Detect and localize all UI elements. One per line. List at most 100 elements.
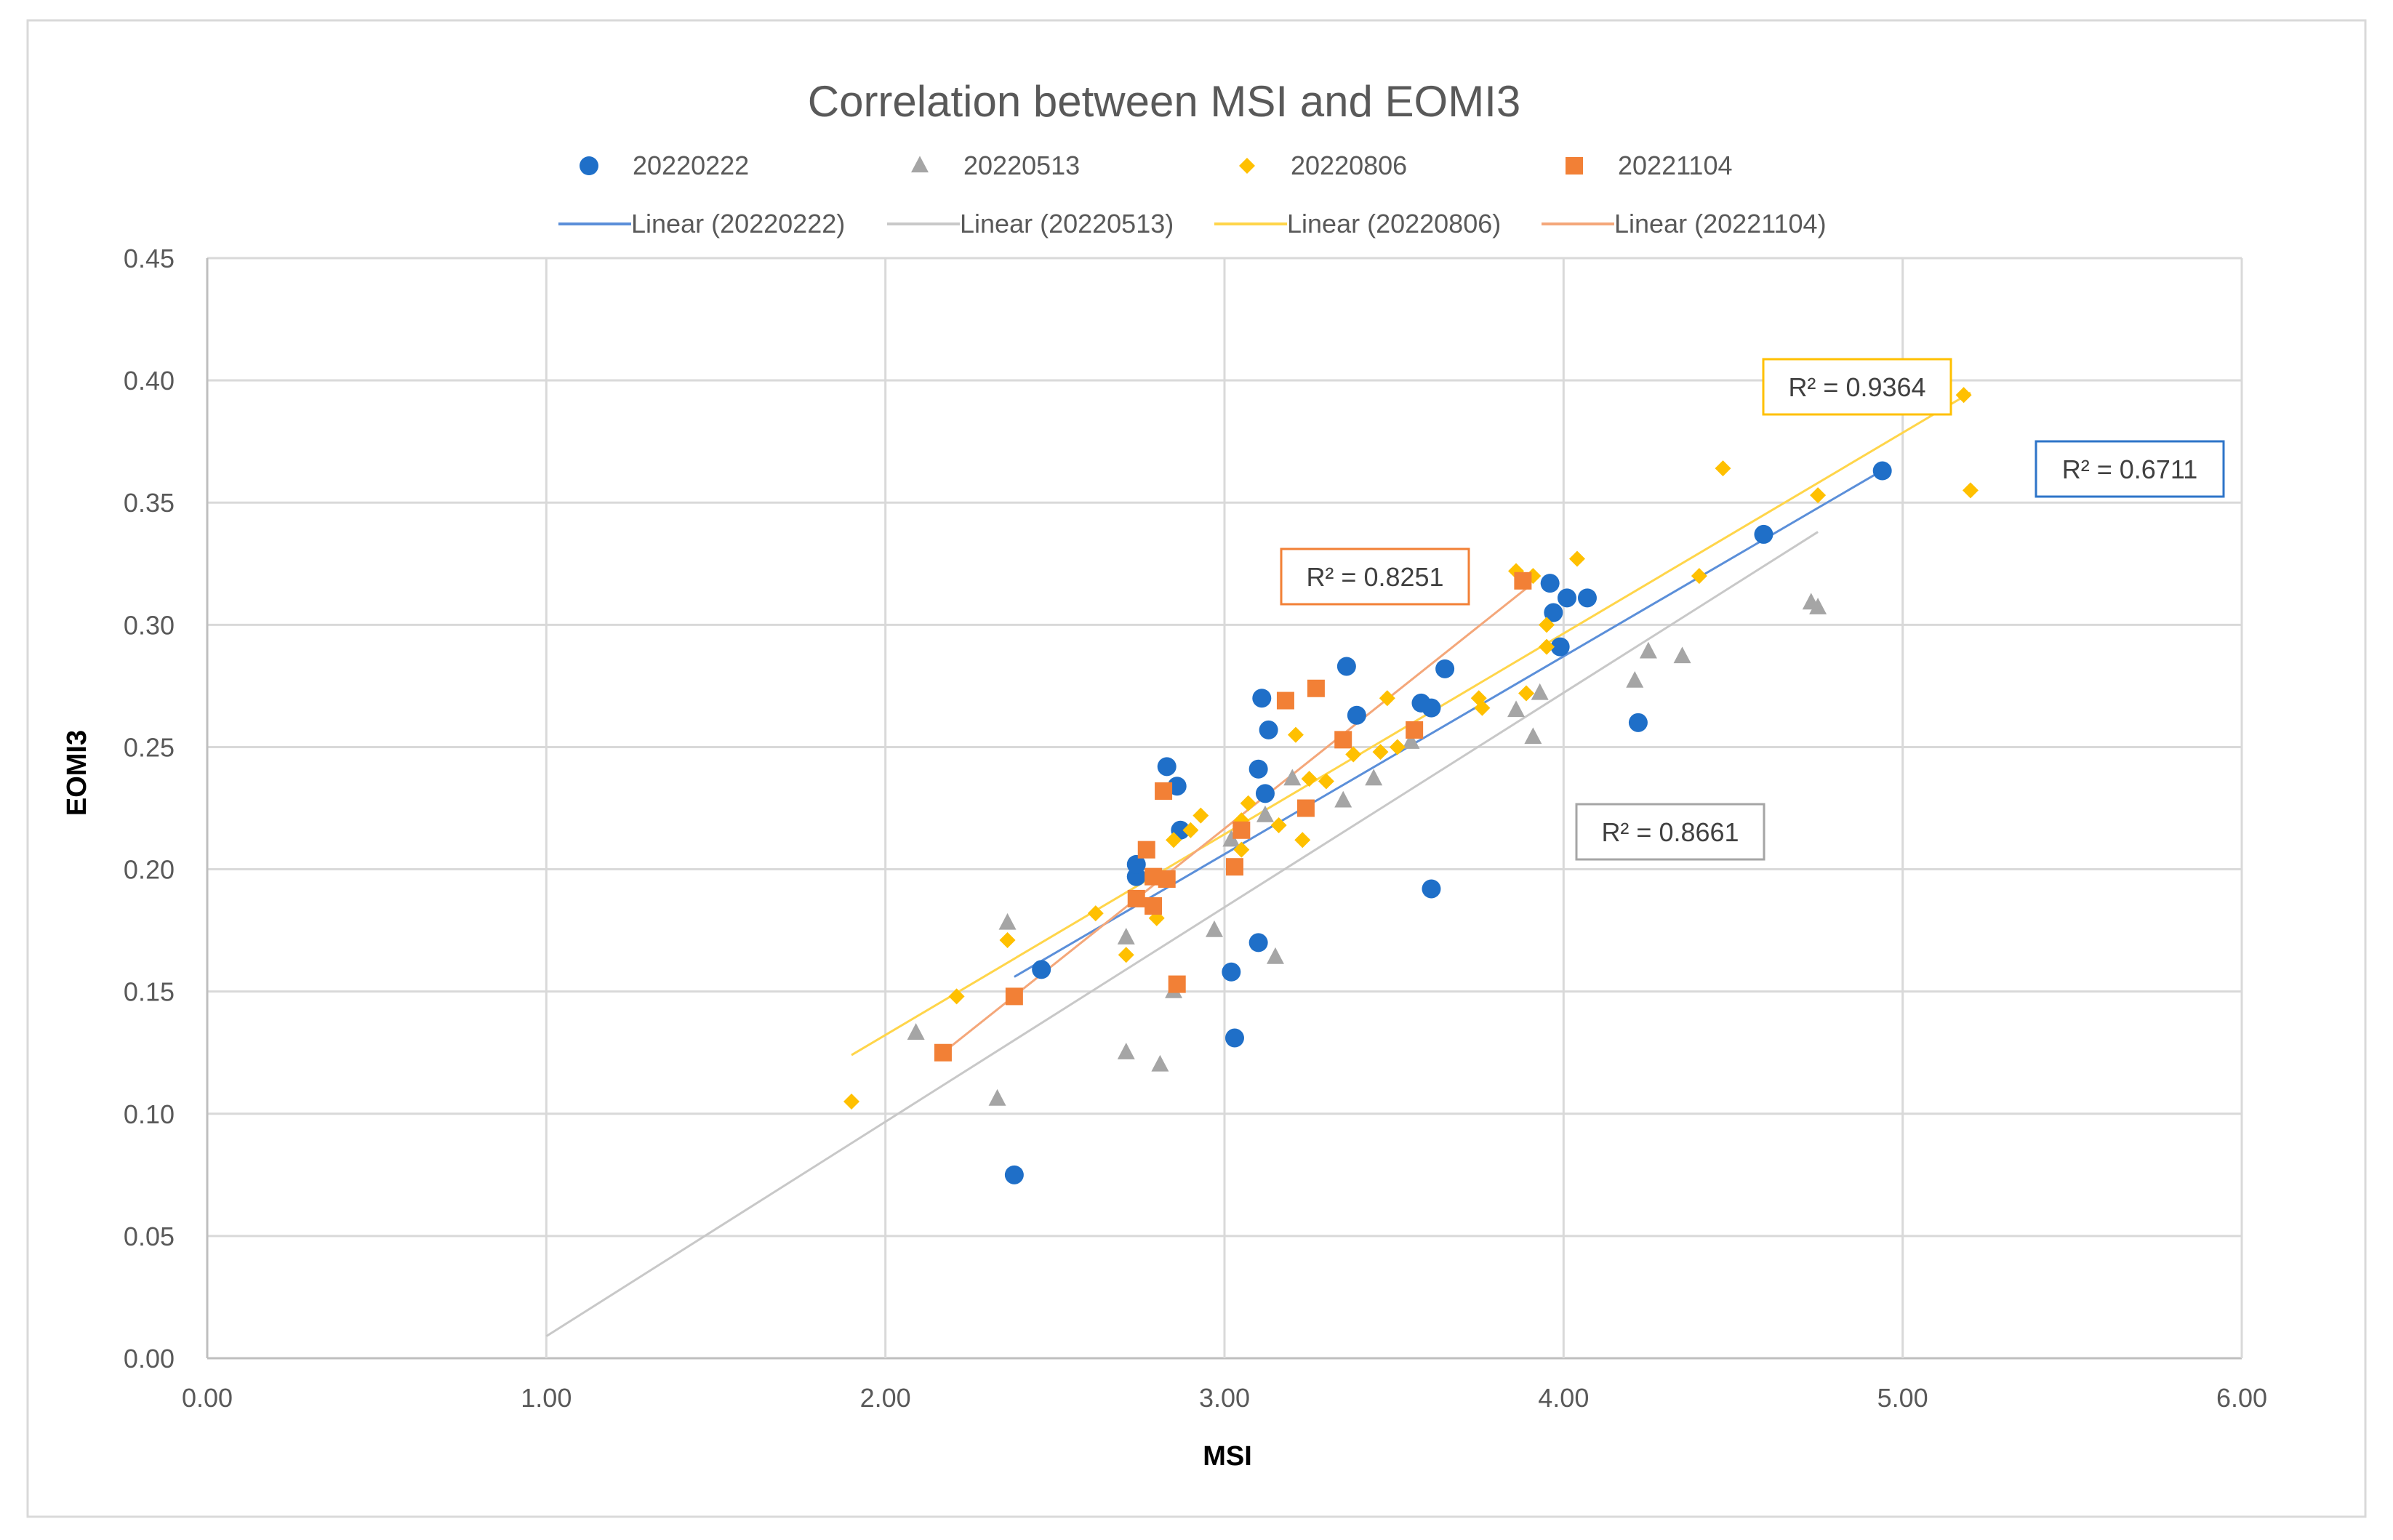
- x-tick-label: 3.00: [1199, 1383, 1250, 1413]
- legend-marker-20221104: [1566, 157, 1583, 175]
- r2-box: [1762, 358, 1952, 416]
- data-point-20220222: [1872, 461, 1892, 481]
- r2-box: [2035, 440, 2225, 498]
- data-point-20221104: [1514, 572, 1532, 590]
- data-point-20220513: [1365, 769, 1383, 786]
- data-point-20220806: [1166, 832, 1182, 849]
- trendline-20220513: [545, 531, 1819, 1338]
- data-point-20220222: [1544, 603, 1563, 622]
- r2-label: R² = 0.8661: [1601, 817, 1739, 847]
- data-point-20220513: [1531, 683, 1549, 700]
- data-point-20220806: [948, 988, 965, 1005]
- data-point-20220513: [1673, 646, 1691, 664]
- x-tick-label: 0.00: [182, 1383, 233, 1413]
- data-point-20220513: [1626, 670, 1644, 688]
- y-tick-label: 0.15: [124, 977, 175, 1007]
- chart-title: Correlation between MSI and EOMI3: [808, 77, 1520, 126]
- data-point-20220806: [1389, 739, 1406, 755]
- data-point-20220513: [1639, 641, 1657, 659]
- data-point-20220806: [1287, 726, 1304, 743]
- data-point-20220513: [1256, 805, 1274, 822]
- data-point-20220222: [1347, 705, 1366, 725]
- data-point-20220806: [1691, 568, 1707, 585]
- data-point-20220806: [1087, 905, 1104, 922]
- data-point-20221104: [1137, 841, 1155, 859]
- data-point-20221104: [1406, 721, 1424, 739]
- data-point-20220222: [1754, 524, 1773, 544]
- data-point-20221104: [1232, 821, 1251, 839]
- data-point-20220222: [1435, 659, 1455, 678]
- legend-trend-label: Linear (20220513): [960, 209, 1174, 238]
- data-point-20220222: [1032, 960, 1051, 979]
- data-point-20220806: [843, 1093, 860, 1110]
- data-point-20220222: [1422, 698, 1441, 718]
- data-point-20220513: [1334, 790, 1352, 808]
- data-point-20220806: [1294, 832, 1311, 849]
- data-point-20220513: [998, 913, 1017, 930]
- data-point-20220806: [999, 932, 1016, 949]
- x-tick-label: 1.00: [521, 1383, 572, 1413]
- data-point-20220513: [1524, 727, 1542, 745]
- y-axis-label: EOMI3: [62, 730, 92, 816]
- data-point-20221104: [934, 1043, 952, 1062]
- y-tick-label: 0.25: [124, 732, 175, 762]
- y-tick-label: 0.40: [124, 366, 175, 396]
- data-point-20220222: [1422, 879, 1441, 899]
- data-point-20220513: [1507, 700, 1526, 718]
- y-tick-label: 0.05: [124, 1222, 175, 1251]
- data-point-20220513: [1402, 732, 1420, 749]
- data-point-20221104: [1145, 897, 1163, 915]
- data-point-20220806: [1474, 699, 1491, 716]
- data-point-20220513: [1266, 947, 1284, 964]
- legend-trend-label: Linear (20220222): [631, 209, 845, 238]
- data-point-20220222: [1259, 720, 1278, 739]
- y-tick-label: 0.45: [124, 244, 175, 273]
- data-point-20220513: [907, 1023, 925, 1040]
- data-point-20220806: [1568, 550, 1585, 567]
- data-point-20220222: [1577, 588, 1597, 608]
- data-point-20220222: [1336, 657, 1356, 676]
- data-point-20220806: [1962, 482, 1979, 499]
- legend-label: 20220222: [633, 151, 749, 180]
- legend-marker-20220513: [911, 156, 929, 173]
- y-tick-label: 0.10: [124, 1099, 175, 1129]
- data-point-20221104: [1005, 987, 1023, 1006]
- data-point-20220222: [1157, 757, 1177, 777]
- r2-label: R² = 0.9364: [1788, 372, 1925, 402]
- data-point-20221104: [1127, 889, 1145, 907]
- legend-marker-20220222: [580, 156, 598, 175]
- y-tick-label: 0.20: [124, 855, 175, 885]
- data-point-20220513: [1283, 769, 1302, 786]
- data-point-20220806: [1118, 947, 1134, 963]
- data-point-20220806: [1240, 795, 1256, 811]
- data-point-20220806: [1182, 822, 1199, 838]
- legend-trend-label: Linear (20221104): [1614, 209, 1827, 238]
- r2-label: R² = 0.8251: [1306, 562, 1443, 592]
- legend-trend-label: Linear (20220806): [1287, 209, 1501, 238]
- data-point-20220222: [1540, 574, 1560, 593]
- data-point-20220806: [1715, 460, 1731, 477]
- y-tick-label: 0.30: [124, 610, 175, 640]
- data-point-20220222: [1255, 784, 1275, 803]
- x-tick-label: 2.00: [860, 1383, 911, 1413]
- data-point-20220513: [1206, 920, 1224, 937]
- data-point-20220222: [1248, 759, 1268, 779]
- r2-box: [1575, 803, 1765, 861]
- data-point-20220806: [1270, 817, 1287, 834]
- data-point-20220806: [1193, 807, 1209, 824]
- x-tick-label: 4.00: [1538, 1383, 1589, 1413]
- data-point-20220222: [1167, 777, 1187, 796]
- data-point-20220222: [1550, 637, 1570, 657]
- data-point-20220806: [1345, 746, 1362, 763]
- data-point-20220222: [1557, 588, 1576, 608]
- legend-label: 20221104: [1618, 151, 1733, 180]
- axis-ticks: 0.00 0.05 0.10 0.15 0.20 0.25 0.30 0.35 0.40 0.45…: [124, 244, 2267, 1413]
- data-point-20220806: [1539, 638, 1555, 655]
- data-point-20220513: [1117, 928, 1135, 945]
- chart-border: [26, 19, 2367, 1518]
- data-point-20221104: [1168, 975, 1186, 993]
- data-point-20220806: [1539, 617, 1555, 633]
- trendline-20220222: [1014, 467, 1887, 978]
